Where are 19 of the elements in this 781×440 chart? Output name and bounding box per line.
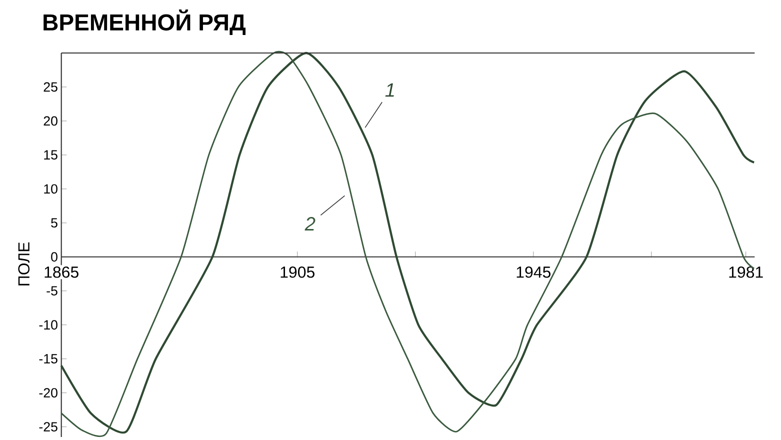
text: 2 <box>304 217 316 230</box>
y-tick-label: -15 <box>39 354 58 364</box>
y-tick-label: 25 <box>44 82 58 92</box>
y-tick-label: -10 <box>39 320 58 330</box>
y-tick-label: 20 <box>44 116 58 126</box>
y-tick-label: 5 <box>51 218 58 228</box>
x-tick-label: 1945 <box>516 266 551 278</box>
y-tick-label: -5 <box>46 286 58 296</box>
x-tick-label: 1865 <box>44 266 78 278</box>
y-axis-title: ПОЛЕ <box>18 242 30 286</box>
y-tick-label: 10 <box>44 184 58 194</box>
x-tick-label: 1905 <box>280 266 314 278</box>
series-label: 1 <box>385 83 394 97</box>
y-tick-label: 0 <box>51 252 58 262</box>
x-tick-label: 1981 <box>729 266 763 278</box>
chart-title: ВРЕМЕННОЙ РЯД <box>44 9 246 35</box>
y-tick-label: -20 <box>39 388 58 398</box>
y-tick-label: 15 <box>44 150 58 160</box>
y-tick-label: -25 <box>39 422 58 432</box>
